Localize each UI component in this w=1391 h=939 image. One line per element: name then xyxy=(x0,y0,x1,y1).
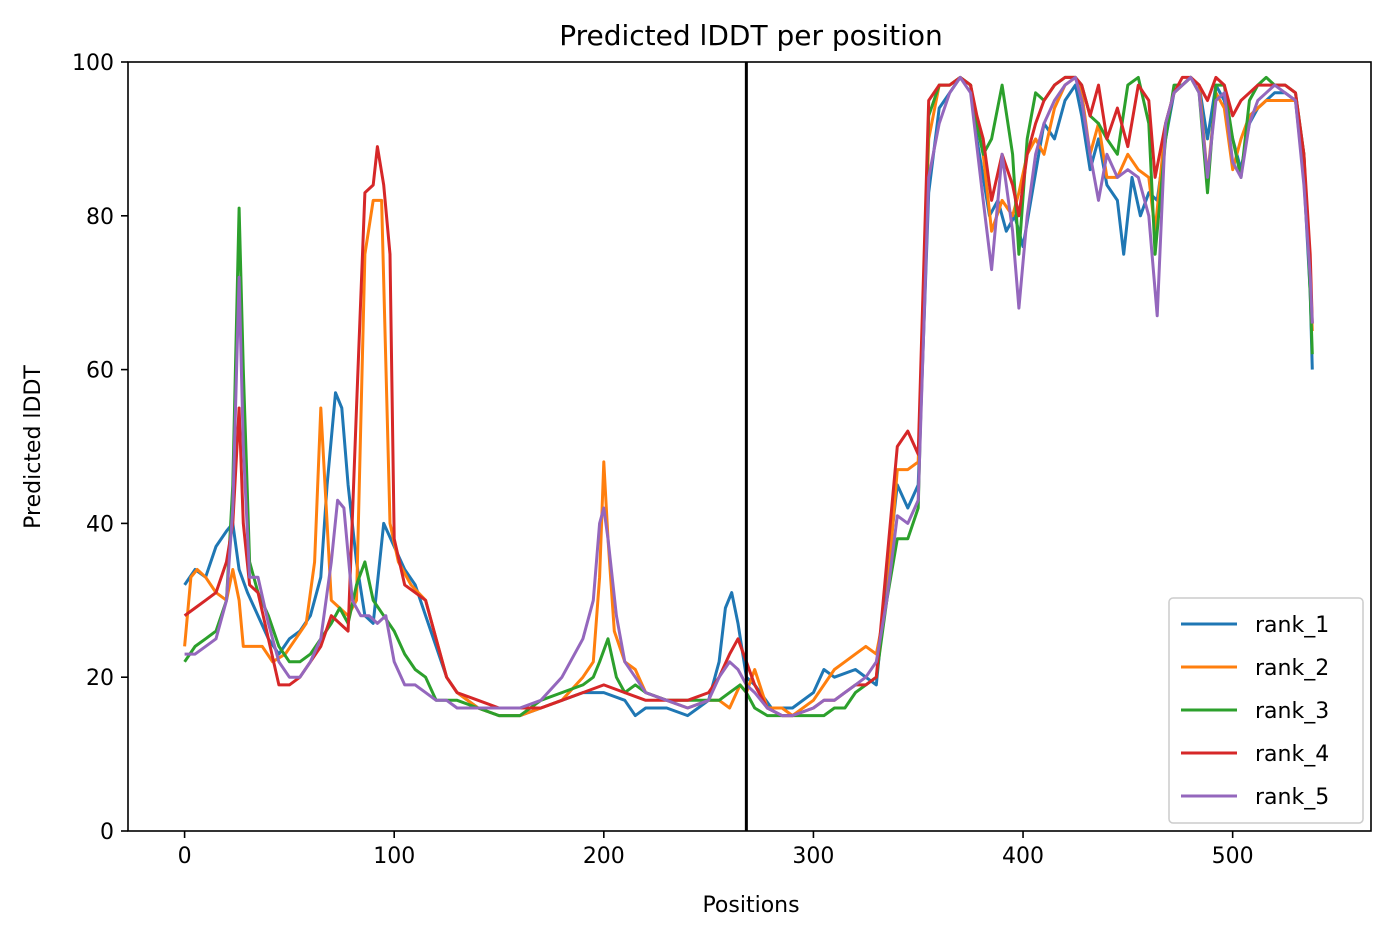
legend-label-rank_5: rank_5 xyxy=(1255,785,1329,810)
x-axis-title: Positions xyxy=(702,893,799,918)
legend: rank_1 rank_2 rank_3 rank_4 rank_5 xyxy=(1168,597,1364,824)
x-tick-label: 200 xyxy=(583,844,625,869)
y-tick-label: 80 xyxy=(86,205,114,230)
legend-label-rank_3: rank_3 xyxy=(1255,699,1329,724)
x-tick-label: 100 xyxy=(373,844,415,869)
y-axis-ticks: 0 20 40 60 80 100 xyxy=(72,51,128,845)
x-tick-label: 0 xyxy=(178,844,192,869)
legend-box xyxy=(1168,597,1364,824)
y-tick-label: 0 xyxy=(100,820,114,845)
chart-title: Predicted lDDT per position xyxy=(559,19,943,52)
x-tick-label: 400 xyxy=(1002,844,1044,869)
y-tick-label: 20 xyxy=(86,666,114,691)
x-tick-label: 300 xyxy=(792,844,834,869)
series-line-rank_2 xyxy=(183,75,1314,718)
y-axis-title: Predicted lDDT xyxy=(21,365,46,529)
plot-area xyxy=(127,61,1372,832)
series-line-rank_5 xyxy=(184,75,1314,718)
x-axis-ticks: 0 100 200 300 400 500 xyxy=(178,831,1254,869)
y-tick-label: 40 xyxy=(86,512,114,537)
legend-label-rank_2: rank_2 xyxy=(1255,656,1329,681)
y-tick-label: 60 xyxy=(86,359,114,384)
x-tick-label: 500 xyxy=(1212,844,1254,869)
plot-frame xyxy=(127,61,1372,832)
legend-label-rank_1: rank_1 xyxy=(1255,613,1329,638)
legend-label-rank_4: rank_4 xyxy=(1255,742,1329,767)
y-tick-label: 100 xyxy=(72,51,114,76)
